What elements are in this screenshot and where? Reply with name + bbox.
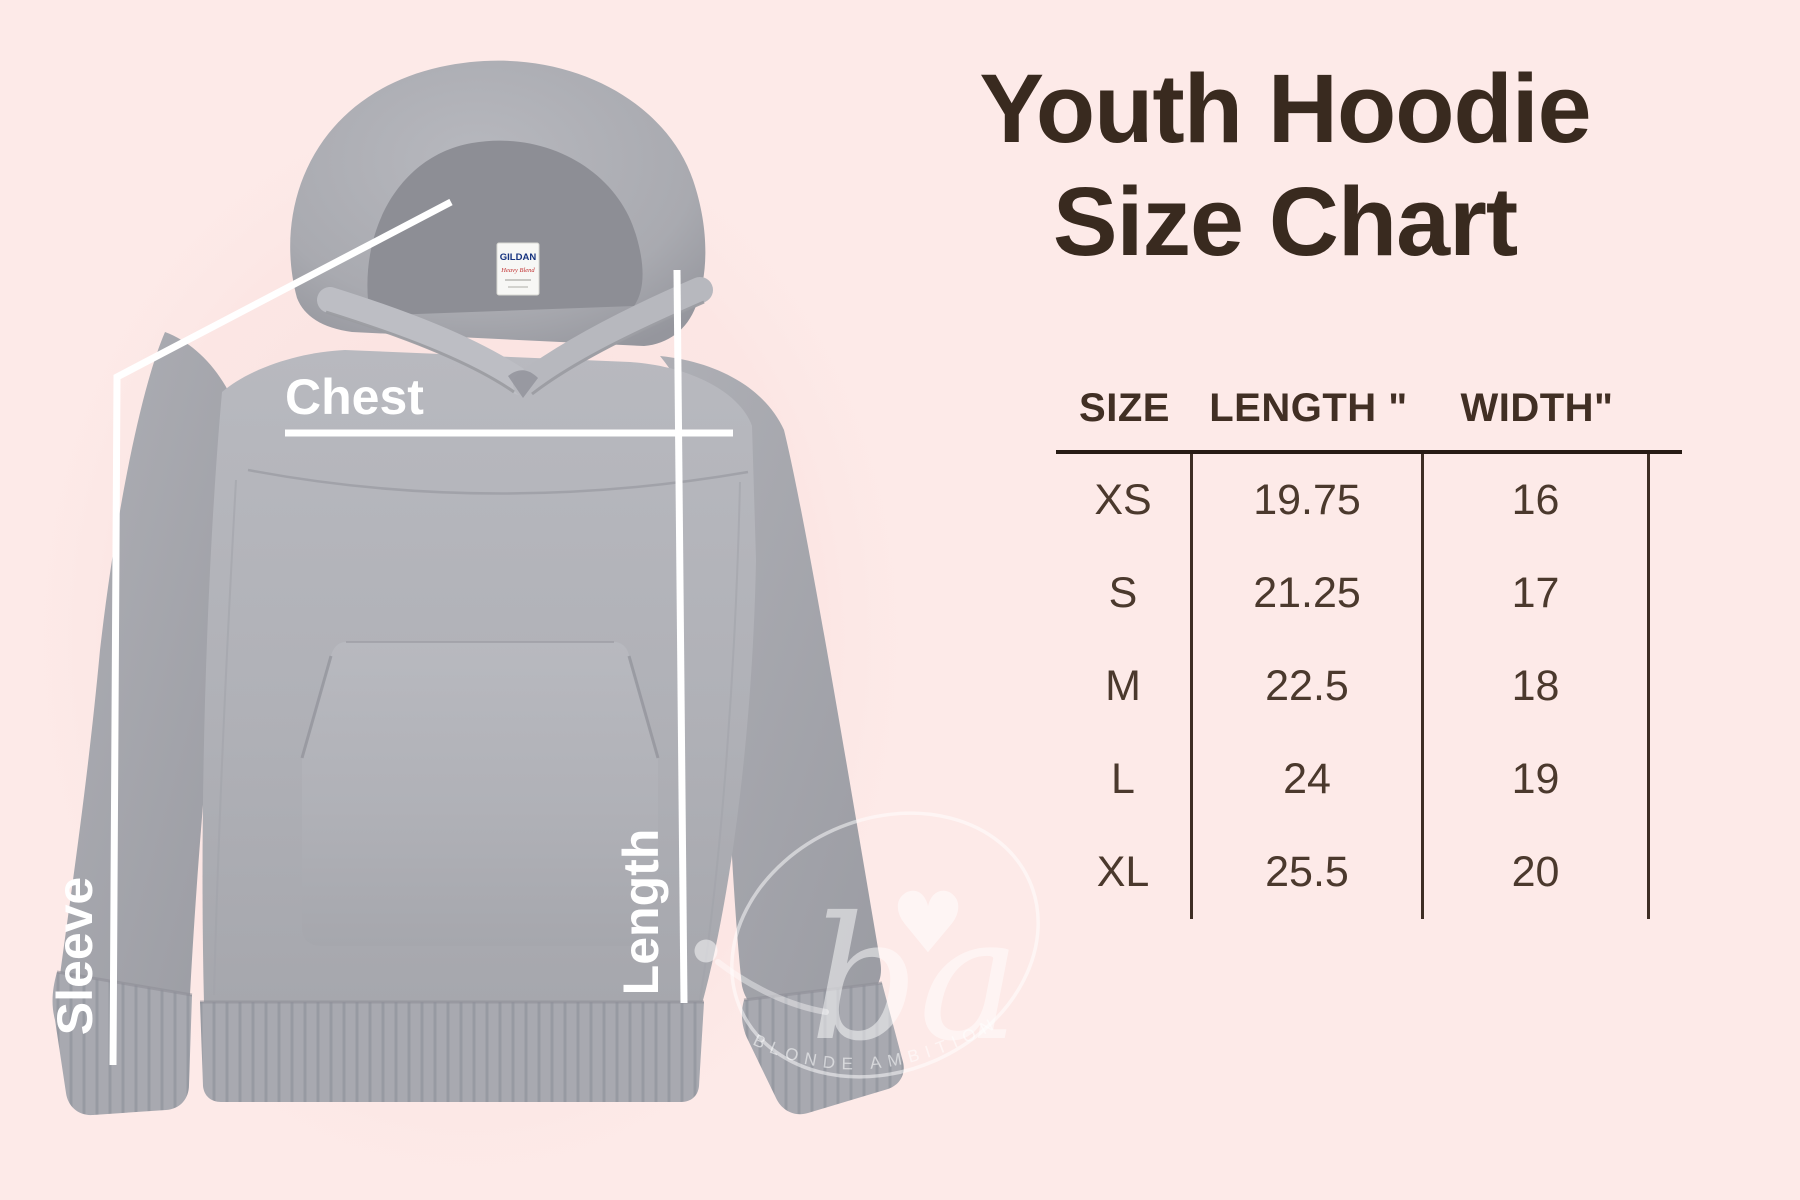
hoodie-illustration: GILDAN Heavy Blend	[52, 60, 904, 1116]
cell-width: 19	[1424, 733, 1650, 826]
hoodie-hem-band	[200, 1002, 704, 1102]
cell-spacer	[1650, 733, 1682, 826]
table-row: M 22.5 18	[1056, 640, 1682, 733]
watermark-swash	[715, 959, 829, 1015]
table-header-rule	[1056, 450, 1682, 454]
cell-size: XL	[1056, 826, 1193, 919]
sleeve-measure-line	[109, 198, 453, 1066]
column-header-size: SIZE	[1079, 385, 1170, 430]
cell-length: 21.25	[1193, 547, 1424, 640]
sleeve-label: Sleeve	[47, 877, 103, 1035]
size-table: SIZE LENGTH " WIDTH" XS 19.75 16 S 21.25…	[1056, 366, 1682, 919]
column-header-length: LENGTH "	[1209, 385, 1408, 430]
cell-length: 24	[1193, 733, 1424, 826]
table-row: XS 19.75 16	[1056, 454, 1682, 547]
hoodie-right-sleeve	[660, 356, 882, 1013]
length-measure-line	[673, 269, 688, 1004]
neck-tag: GILDAN Heavy Blend	[496, 242, 540, 296]
watermark-circle	[730, 811, 1040, 1079]
page-title-line2: Size Chart	[1052, 167, 1518, 276]
hoodie-right-cuff	[741, 983, 904, 1115]
cell-size: XS	[1056, 454, 1193, 547]
column-header-width: WIDTH"	[1460, 385, 1614, 430]
measurement-overlay: Chest Length Sleeve	[47, 198, 733, 1066]
size-table-header: SIZE LENGTH " WIDTH"	[1056, 366, 1682, 450]
cell-length: 25.5	[1193, 826, 1424, 919]
cell-spacer	[1650, 547, 1682, 640]
cell-width: 18	[1424, 640, 1650, 733]
cell-size: M	[1056, 640, 1193, 733]
watermark-heart-icon: ♥	[890, 874, 965, 972]
hoodie-hood-interior	[367, 140, 643, 315]
length-label: Length	[613, 829, 669, 996]
cell-length: 22.5	[1193, 640, 1424, 733]
table-row: L 24 19	[1056, 733, 1682, 826]
watermark-dot	[694, 939, 718, 963]
page-title-line1: Youth Hoodie	[979, 54, 1591, 163]
hoodie-pocket	[302, 642, 658, 946]
hoodie-left-sleeve	[60, 332, 244, 995]
page-title: Youth Hoodie Size Chart	[900, 52, 1670, 278]
cell-width: 16	[1424, 454, 1650, 547]
tag-brand: GILDAN	[500, 252, 537, 263]
cell-width: 17	[1424, 547, 1650, 640]
cell-size: S	[1056, 547, 1193, 640]
cell-spacer	[1650, 454, 1682, 547]
cell-spacer	[1650, 640, 1682, 733]
cell-width: 20	[1424, 826, 1650, 919]
cell-spacer	[1650, 826, 1682, 919]
header-spacer	[1650, 366, 1682, 450]
table-row: S 21.25 17	[1056, 547, 1682, 640]
table-row: XL 25.5 20	[1056, 826, 1682, 919]
watermark-script: ba	[810, 881, 1020, 1079]
chest-label: Chest	[285, 369, 424, 425]
hoodie-left-cuff	[52, 972, 192, 1116]
cell-length: 19.75	[1193, 454, 1424, 547]
cell-size: L	[1056, 733, 1193, 826]
hoodie-photo: GILDAN Heavy Blend Chest Length Sleeve b…	[0, 60, 1040, 1200]
tag-sub: Heavy Blend	[500, 267, 535, 274]
